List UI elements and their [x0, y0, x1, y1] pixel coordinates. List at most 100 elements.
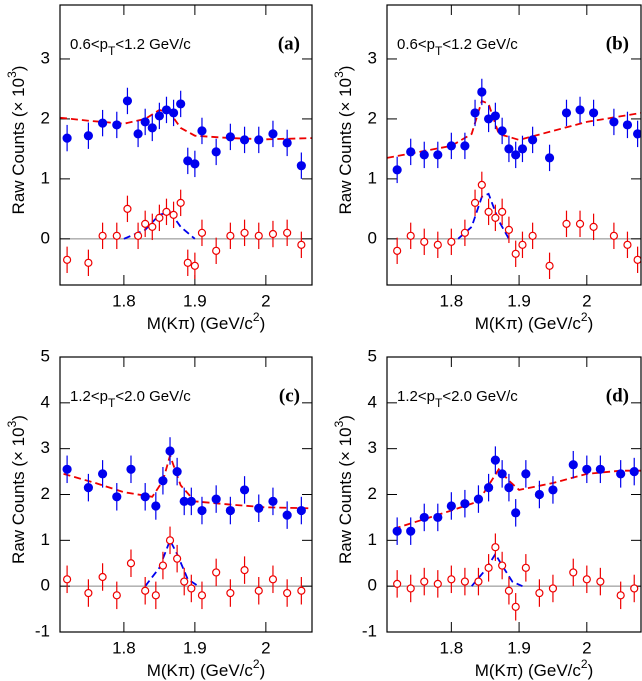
data-point	[297, 586, 306, 595]
data-point	[548, 584, 558, 593]
x-tick-label: 1.9	[183, 638, 207, 657]
fit-curve	[393, 467, 641, 530]
plot-area	[60, 87, 312, 280]
data-point	[212, 568, 221, 577]
panel: 0 1 2 3 1.8 1.9 2 0.6<pT<1.2 GeV/c (a) M(Kπ) (GeV…	[5, 4, 313, 333]
y-axis-title-part: ×	[9, 451, 28, 461]
x-tick-label: 2	[582, 638, 591, 657]
fit-curve	[470, 552, 523, 587]
data-point	[477, 180, 486, 189]
data-point	[254, 231, 263, 240]
x-axis-title-part: )	[588, 661, 594, 680]
x-tick-label: 1.8	[440, 291, 464, 310]
data-point	[406, 147, 416, 157]
data-point	[172, 466, 182, 477]
y-axis-title-part: 3	[5, 420, 19, 427]
y-axis-title-part: ×	[336, 102, 355, 112]
data-point	[582, 464, 592, 474]
y-tick-label: 3	[368, 438, 377, 457]
x-tick-label: 1.8	[112, 291, 136, 310]
frame	[59, 356, 313, 633]
data-point	[239, 135, 250, 145]
y-tick-label: 3	[41, 48, 50, 67]
y-tick-label: 2	[368, 108, 377, 127]
data-point	[609, 231, 619, 240]
data-point	[126, 559, 136, 568]
data-point	[268, 575, 278, 584]
data-point	[544, 153, 555, 163]
data-point	[268, 229, 278, 239]
y-tick-label: 2	[41, 108, 50, 127]
data-point	[197, 126, 207, 136]
data-point	[197, 505, 207, 516]
data-point	[148, 222, 157, 231]
y-axis-title-part: 10	[9, 78, 28, 102]
x-axis-title-part: 2	[581, 657, 588, 671]
data-point	[140, 492, 150, 502]
panel-label: (b)	[606, 33, 629, 54]
annotation-part: 1.2<p	[397, 388, 435, 405]
data-point	[297, 240, 306, 249]
data-point	[497, 126, 507, 136]
data-point	[393, 579, 402, 588]
annotation-part: <1.2 GeV/c	[115, 36, 191, 53]
data-point	[575, 105, 585, 115]
fit-curve	[387, 99, 641, 159]
data-point	[484, 563, 493, 572]
data-point	[596, 577, 605, 586]
data-point	[84, 258, 93, 267]
x-axis-title-part: 2	[253, 310, 260, 324]
x-tick-label: 1.8	[112, 638, 136, 657]
x-axis-title-part: π	[178, 314, 190, 333]
data-point	[126, 464, 136, 474]
data-point	[518, 240, 527, 249]
frame	[386, 356, 642, 633]
data-point	[589, 222, 598, 231]
data-point	[528, 231, 537, 240]
panel: -1 0 1 2 3 4 5 1.8 1.9 2 1.2<pT<2.0 GeV/c (c) M(Kπ) …	[5, 346, 313, 680]
y-tick-label: 4	[368, 392, 377, 411]
panel: 0 1 2 3 1.8 1.9 2 0.6<pT<1.2 GeV/c (b) M(Kπ) (GeV…	[332, 4, 642, 333]
data-point	[504, 483, 514, 493]
data-point	[504, 144, 514, 154]
data-point	[254, 135, 264, 145]
data-point	[474, 577, 483, 586]
data-point	[470, 108, 480, 118]
y-axis-title: Raw Counts (× 103)	[332, 415, 355, 564]
data-point	[147, 123, 157, 133]
data-point	[176, 198, 185, 207]
y-axis-title-part: 3	[332, 71, 346, 78]
data-point	[268, 496, 278, 506]
data-point	[83, 131, 93, 141]
y-tick-label: -1	[362, 621, 377, 640]
data-point	[629, 466, 639, 477]
data-point	[226, 231, 235, 240]
data-point	[123, 204, 132, 213]
plot-area	[62, 437, 309, 610]
data-point	[168, 108, 179, 118]
data-point	[212, 246, 221, 255]
data-point	[595, 464, 605, 474]
data-point	[460, 228, 469, 237]
data-point	[393, 246, 402, 255]
data-point	[112, 492, 122, 502]
x-axis-title-part: ) (GeV/c	[518, 314, 582, 333]
fit-curve	[457, 192, 510, 240]
data-point	[622, 120, 633, 130]
y-tick-label: 0	[41, 576, 50, 595]
data-point	[588, 108, 599, 118]
x-axis-title-part: )	[260, 314, 266, 333]
data-point	[112, 231, 121, 240]
data-point	[484, 207, 493, 216]
data-point	[521, 563, 530, 572]
panel-label: (d)	[606, 385, 629, 406]
data-point	[190, 159, 200, 169]
data-point	[562, 219, 571, 228]
data-point	[568, 460, 578, 470]
fit-curve	[144, 538, 199, 587]
data-point	[98, 231, 107, 240]
data-point	[504, 586, 514, 595]
frame	[59, 4, 313, 286]
y-tick-label: 0	[368, 576, 377, 595]
data-point	[406, 584, 415, 593]
